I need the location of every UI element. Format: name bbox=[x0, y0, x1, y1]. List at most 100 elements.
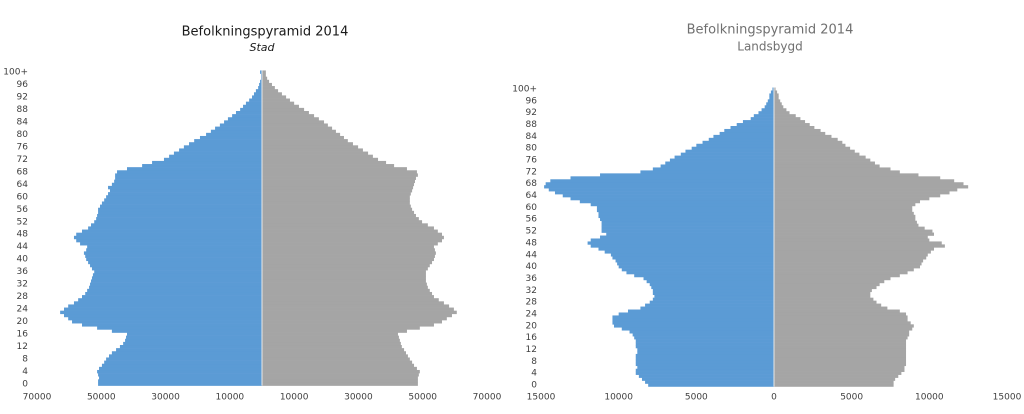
bar bbox=[87, 288, 263, 293]
bar bbox=[774, 93, 779, 97]
bar bbox=[635, 353, 774, 358]
y-tick-label: 36 bbox=[526, 274, 538, 284]
bar bbox=[590, 244, 774, 248]
bar bbox=[262, 348, 405, 352]
bar bbox=[774, 220, 917, 224]
bar bbox=[774, 105, 784, 109]
bar bbox=[774, 120, 806, 124]
bar bbox=[262, 139, 348, 143]
bar bbox=[774, 259, 924, 263]
bar bbox=[262, 179, 415, 184]
bar bbox=[774, 131, 826, 136]
bar bbox=[774, 241, 942, 245]
y-tick-label: 80 bbox=[17, 130, 29, 140]
bar bbox=[98, 210, 262, 215]
bar bbox=[262, 145, 359, 149]
bar bbox=[262, 220, 423, 224]
bar bbox=[774, 126, 815, 130]
bar bbox=[262, 307, 454, 311]
bar bbox=[210, 129, 262, 134]
bar bbox=[774, 185, 969, 189]
bar bbox=[262, 76, 268, 81]
bar bbox=[774, 158, 871, 162]
bar bbox=[774, 309, 900, 313]
y-tick-label: 40 bbox=[526, 262, 538, 272]
bar bbox=[235, 111, 262, 115]
y-tick-label: 4 bbox=[531, 369, 537, 379]
bar bbox=[73, 235, 262, 240]
bar bbox=[774, 214, 916, 219]
bar bbox=[262, 291, 433, 296]
bar bbox=[260, 79, 262, 84]
bar bbox=[94, 220, 262, 224]
y-tick-label: 40 bbox=[17, 255, 29, 265]
bar bbox=[774, 279, 885, 284]
bar bbox=[72, 320, 263, 324]
bar bbox=[262, 326, 420, 330]
bar bbox=[774, 297, 874, 301]
bar bbox=[262, 260, 433, 265]
bar bbox=[774, 306, 888, 310]
bar bbox=[774, 274, 900, 278]
bar bbox=[774, 208, 913, 213]
bar bbox=[262, 98, 290, 102]
bar bbox=[109, 354, 262, 358]
bar bbox=[262, 223, 428, 227]
bar bbox=[758, 111, 774, 115]
x-tick-label: 10000 bbox=[604, 393, 633, 403]
bar bbox=[774, 223, 919, 227]
bar bbox=[610, 253, 774, 257]
bar bbox=[774, 200, 921, 204]
bar bbox=[262, 351, 406, 355]
bar bbox=[627, 309, 774, 313]
bar bbox=[774, 315, 908, 319]
bar bbox=[635, 356, 774, 361]
bar bbox=[669, 158, 774, 162]
bar bbox=[76, 238, 262, 243]
bar bbox=[774, 300, 877, 304]
bar bbox=[108, 185, 263, 190]
y-tick-label: 92 bbox=[17, 92, 28, 102]
bar bbox=[262, 176, 416, 180]
bar bbox=[114, 179, 263, 184]
bar bbox=[621, 327, 774, 331]
bar bbox=[652, 297, 774, 301]
bar bbox=[637, 348, 774, 352]
bar bbox=[645, 303, 774, 307]
y-tick-label: 12 bbox=[526, 345, 537, 355]
bar bbox=[774, 155, 866, 159]
bar bbox=[262, 204, 411, 209]
bar bbox=[612, 318, 774, 322]
bar bbox=[674, 155, 774, 159]
bar bbox=[598, 214, 774, 219]
bar bbox=[215, 126, 262, 131]
bar bbox=[774, 99, 781, 103]
bar bbox=[262, 89, 279, 93]
bar bbox=[90, 263, 263, 268]
bar bbox=[117, 170, 263, 174]
bar bbox=[89, 285, 262, 290]
bar bbox=[646, 279, 774, 284]
bar bbox=[111, 329, 263, 333]
bar bbox=[545, 182, 774, 186]
x-tick-label: 50000 bbox=[87, 393, 116, 403]
bar bbox=[774, 330, 910, 334]
bar bbox=[774, 87, 776, 91]
bar bbox=[635, 342, 774, 346]
bar bbox=[98, 382, 262, 386]
bar bbox=[635, 362, 774, 367]
bar bbox=[82, 295, 262, 299]
bar bbox=[649, 300, 774, 304]
bar bbox=[262, 363, 415, 368]
bar bbox=[262, 298, 439, 302]
y-tick-label: 52 bbox=[17, 217, 28, 227]
bar bbox=[262, 369, 420, 374]
bar bbox=[262, 182, 415, 187]
bar bbox=[774, 265, 921, 269]
bar bbox=[262, 142, 353, 146]
bar bbox=[262, 288, 430, 293]
bar bbox=[774, 194, 941, 198]
bar bbox=[262, 70, 266, 74]
bar bbox=[774, 179, 955, 183]
bar bbox=[152, 160, 262, 165]
